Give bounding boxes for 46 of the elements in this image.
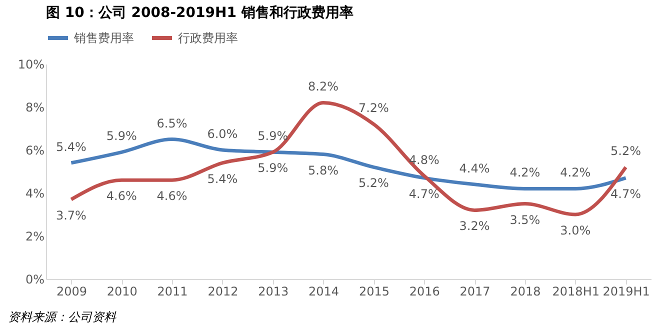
legend-label: 销售费用率 bbox=[73, 31, 134, 45]
data-label: 4.6% bbox=[106, 189, 137, 204]
y-tick-label: 0% bbox=[25, 272, 44, 286]
data-label: 4.4% bbox=[459, 161, 490, 176]
data-label: 5.2% bbox=[358, 176, 389, 190]
x-tick-label: 2011 bbox=[157, 284, 188, 298]
x-tick-label: 2015 bbox=[358, 284, 390, 298]
data-label: 5.9% bbox=[106, 129, 137, 144]
data-label: 3.7% bbox=[56, 208, 86, 222]
data-label: 4.8% bbox=[408, 152, 440, 167]
x-tick-label: 2018 bbox=[510, 284, 541, 298]
data-label: 4.2% bbox=[510, 166, 540, 180]
y-tick-label: 6% bbox=[25, 144, 44, 158]
x-tick-label: 2018H1 bbox=[552, 284, 600, 298]
data-label: 4.7% bbox=[610, 186, 642, 201]
x-tick-label: 2009 bbox=[56, 284, 87, 298]
data-label: 5.9% bbox=[258, 161, 288, 176]
data-label: 8.2% bbox=[308, 80, 339, 94]
x-tick-label: 2012 bbox=[208, 284, 238, 298]
data-label: 3.2% bbox=[459, 219, 490, 234]
data-label: 4.6% bbox=[156, 189, 188, 204]
x-tick-label: 2014 bbox=[308, 284, 340, 298]
x-tick-label: 2013 bbox=[258, 284, 289, 298]
x-tick-label: 2010 bbox=[106, 284, 138, 298]
x-tick-label: 2017 bbox=[460, 284, 490, 298]
x-tick-label: 2019H1 bbox=[602, 284, 650, 298]
data-label: 5.8% bbox=[308, 163, 339, 178]
data-label: 4.2% bbox=[560, 166, 591, 180]
legend-label: 行政费用率 bbox=[178, 31, 238, 45]
y-tick-label: 4% bbox=[25, 186, 44, 200]
data-label: 3.0% bbox=[560, 224, 591, 238]
data-label: 5.9% bbox=[258, 129, 288, 144]
text: 资料来源：公司资料 bbox=[8, 310, 117, 324]
data-label: 6.5% bbox=[156, 116, 188, 130]
data-label: 7.2% bbox=[358, 101, 389, 116]
data-label: 5.2% bbox=[610, 144, 642, 158]
data-label: 5.4% bbox=[207, 172, 238, 186]
data-label: 5.4% bbox=[56, 140, 86, 154]
data-label: 3.5% bbox=[510, 212, 540, 227]
y-tick-label: 10% bbox=[18, 58, 44, 72]
data-label: 6.0% bbox=[207, 127, 238, 141]
chart-title: 图 10：公司 2008-2019H1 销售和行政费用率 bbox=[46, 4, 354, 21]
y-tick-label: 2% bbox=[25, 230, 44, 244]
data-label: 4.7% bbox=[408, 186, 440, 201]
x-tick-label: 2016 bbox=[409, 284, 440, 298]
y-tick-label: 8% bbox=[25, 100, 44, 114]
